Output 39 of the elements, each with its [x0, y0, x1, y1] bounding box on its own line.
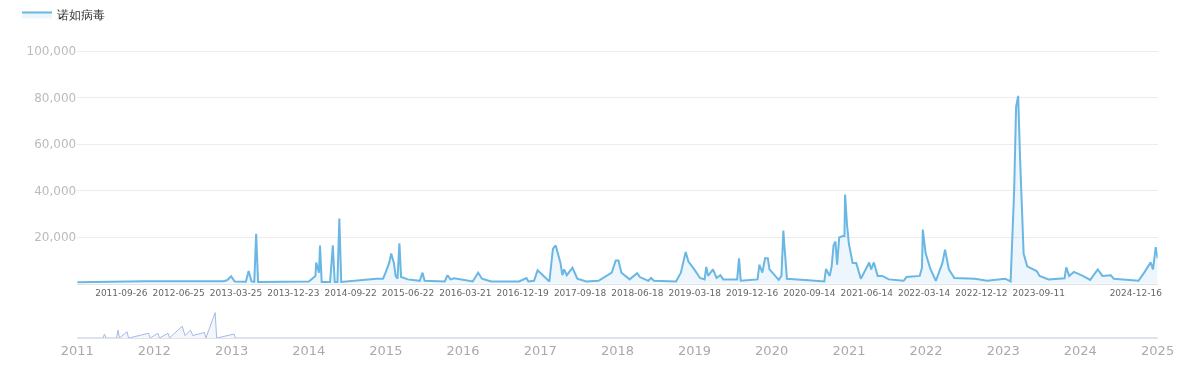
legend-label: 诺如病毒 — [57, 8, 105, 23]
x-tick-label: 2023 — [986, 342, 1020, 358]
y-tick-label: 100,000 — [26, 44, 77, 59]
x-tick-label: 2013-03-25 — [209, 287, 263, 298]
x-tick-label: 2019 — [677, 342, 712, 358]
x-tick-label: 2017 — [523, 342, 557, 358]
x-tick-label: 2015 — [369, 342, 403, 358]
x-tick-label: 2016-03-21 — [439, 287, 492, 298]
x-tick-label: 2022-12-12 — [955, 287, 1008, 298]
x-tick-label: 2013-12-23 — [267, 287, 320, 298]
x-tick-label: 2011 — [60, 342, 94, 358]
x-tick-label: 2023-09-11 — [1012, 287, 1065, 298]
y-tick-label: 60,000 — [34, 137, 77, 152]
x-tick-label: 2012-06-25 — [152, 287, 205, 298]
x-tick-label: 2011-09-26 — [95, 287, 148, 298]
x-tick-label: 2024-12-16 — [1109, 287, 1163, 298]
x-tick-label: 2018-06-18 — [611, 287, 664, 298]
x-tick-label: 2021-06-14 — [840, 287, 894, 298]
x-tick-label: 2020-09-14 — [783, 287, 836, 298]
y-tick-label: 20,000 — [34, 230, 77, 245]
y-tick-label: 40,000 — [34, 183, 77, 198]
x-tick-label: 2021 — [832, 342, 866, 358]
x-tick-label: 2024 — [1063, 342, 1097, 358]
x-tick-label: 2016 — [446, 342, 480, 358]
x-tick-label: 2020 — [755, 342, 789, 358]
x-tick-label: 2018 — [600, 342, 634, 358]
x-tick-label: 2025 — [1141, 342, 1175, 358]
x-tick-label: 2014-09-22 — [324, 287, 377, 298]
y-tick-label: 80,000 — [34, 90, 77, 105]
x-tick-label: 2013 — [215, 342, 249, 358]
x-tick-label: 2015-06-22 — [381, 287, 435, 298]
x-tick-label: 2022 — [909, 342, 943, 358]
x-tick-label: 2022-03-14 — [897, 287, 951, 298]
x-tick-label: 2019-12-16 — [725, 287, 779, 298]
x-tick-label: 2019-03-18 — [668, 287, 722, 298]
x-tick-label: 2017-09-18 — [553, 287, 607, 298]
x-tick-label: 2016-12-19 — [496, 287, 550, 298]
x-tick-label: 2012 — [137, 342, 171, 358]
x-tick-label: 2014 — [292, 342, 326, 358]
